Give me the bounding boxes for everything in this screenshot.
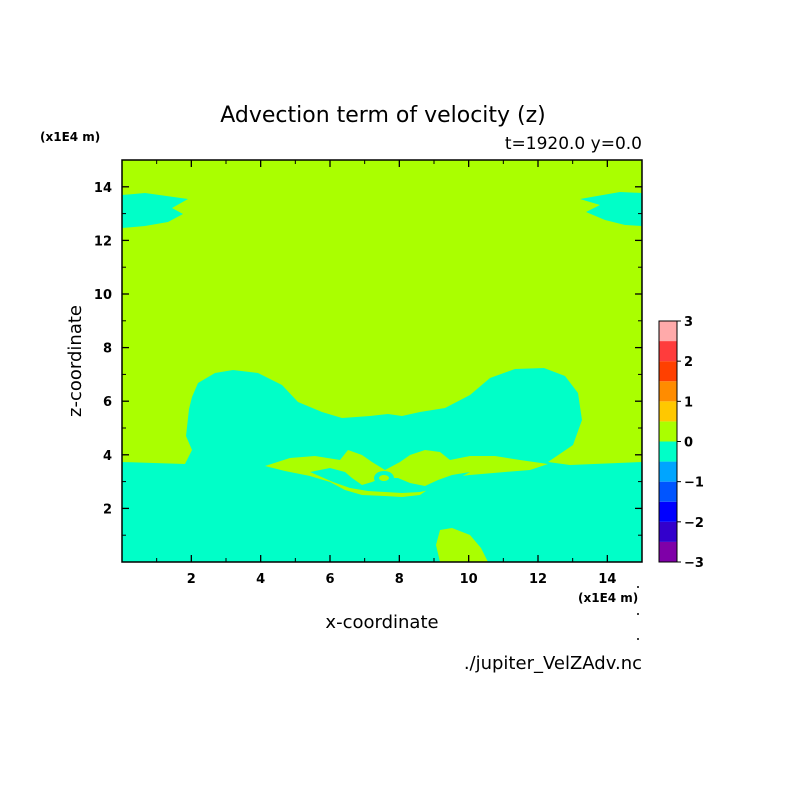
heatmap-region-positive-tongue [265,450,548,497]
heatmap-region-negative-main [122,368,642,562]
x-unit-label: (x1E4 m) [578,591,638,605]
colorbar-tick-label: −2 [684,516,704,531]
x-axis-label: x-coordinate [325,612,438,633]
y-tick-label: 8 [103,342,112,357]
colorbar-segment [659,421,677,442]
colorbar-segment [659,541,677,562]
colorbar-segment [659,361,677,382]
chart-subtitle: t=1920.0 y=0.0 [505,134,642,154]
colorbar-tick-label: −1 [684,476,704,491]
x-tick-label: 6 [325,572,334,587]
colorbar-segment [659,401,677,422]
x-tick-label: 12 [529,572,547,587]
heatmap-area [122,160,642,562]
colorbar-tick-label: −3 [684,556,704,571]
colorbar-segment [659,501,677,522]
x-tick-label: 10 [460,572,478,587]
heatmap-region-positive-core [379,475,389,481]
y-axis-label: z-coordinate [65,305,86,417]
marker-dot [637,638,639,640]
axis-ticks [122,160,642,562]
chart-title: Advection term of velocity (z) [220,103,546,128]
x-tick-label: 14 [598,572,616,587]
y-tick-label: 2 [103,502,112,517]
source-file-label: ./jupiter_VelZAdv.nc [464,653,642,674]
colorbar-tick-labels: 3 2 1 0 −1 −2 −3 [684,315,704,571]
colorbar-segment [659,381,677,402]
plot-frame [121,159,643,563]
colorbar-tick-label: 3 [684,315,693,330]
colorbar-tick-label: 0 [684,436,693,451]
colorbar-tick-label: 1 [684,395,693,410]
colorbar-tick-label: 2 [684,355,693,370]
y-tick-label: 6 [103,395,112,410]
axis-tick-labels: 2 4 6 8 10 12 14 2 4 6 8 10 12 14 [94,181,616,587]
colorbar [658,320,681,563]
y-tick-label: 14 [94,181,112,196]
y-tick-label: 12 [94,234,112,249]
colorbar-segment [659,321,677,342]
marker-dot [637,586,639,588]
x-tick-label: 2 [187,572,196,587]
heatmap-region-negative-top-right [580,192,642,226]
colorbar-segment [659,341,677,362]
y-unit-label: (x1E4 m) [40,130,100,144]
y-tick-label: 4 [103,449,112,464]
x-tick-label: 8 [395,572,404,587]
x-tick-label: 4 [256,572,265,587]
colorbar-segment [659,461,677,482]
heatmap-region-negative-top-left [122,193,188,228]
marker-dot [637,613,639,615]
y-tick-label: 10 [94,288,112,303]
colorbar-segment [659,481,677,502]
colorbar-segment [659,521,677,542]
colorbar-segment [659,441,677,462]
